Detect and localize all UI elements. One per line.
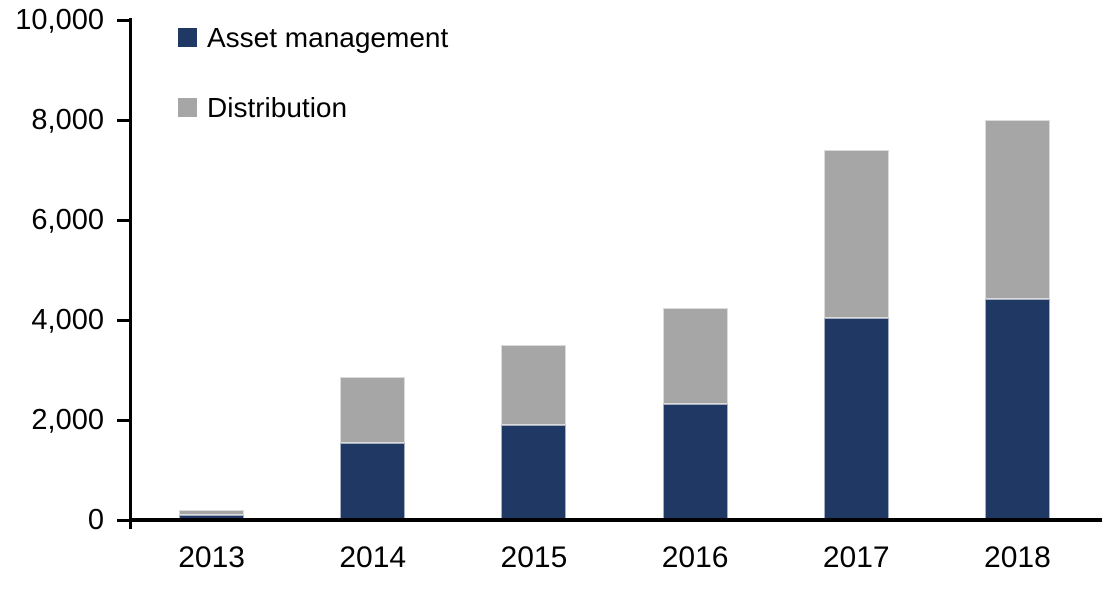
x-axis-label-2014: 2014 — [339, 541, 407, 574]
y-axis-label-0: 0 — [87, 504, 104, 536]
bar-segment-2015-distribution — [501, 345, 567, 425]
y-axis-line — [129, 18, 132, 529]
legend-label-asset-management: Asset management — [207, 21, 449, 53]
legend-item-distribution: Distribution — [178, 91, 448, 123]
bar-segment-2013-distribution — [179, 510, 245, 515]
legend-item-asset-management: Asset management — [178, 21, 449, 53]
bar-segment-2018-asset-management — [984, 298, 1050, 520]
x-axis-label-2015: 2015 — [500, 541, 568, 574]
x-axis-label-2017: 2017 — [822, 541, 890, 574]
y-axis-tick-0 — [117, 518, 130, 522]
plot-area — [131, 20, 1098, 520]
y-axis-tick-4000 — [117, 318, 130, 322]
x-axis-label-2018: 2018 — [984, 541, 1051, 574]
y-axis-label-6000: 6,000 — [31, 204, 104, 236]
bar-segment-2014-asset-management — [340, 442, 406, 520]
y-axis-tick-8000 — [117, 118, 130, 122]
legend: Asset management Distribution — [178, 21, 449, 164]
bar-segment-2017-asset-management — [823, 317, 889, 520]
x-axis-line — [129, 518, 1102, 522]
bar-segment-2017-distribution — [823, 150, 889, 318]
y-axis-label-2000: 2,000 — [31, 404, 104, 436]
legend-label-distribution: Distribution — [207, 91, 348, 123]
y-axis-label-8000: 8,000 — [31, 104, 104, 136]
y-axis-label-10000: 10,000 — [15, 4, 104, 36]
bar-segment-2016-distribution — [662, 307, 728, 404]
x-axis-label-2013: 2013 — [178, 541, 245, 574]
y-axis-tick-6000 — [117, 218, 130, 222]
y-axis-tick-2000 — [117, 418, 130, 422]
bar-segment-2018-distribution — [984, 120, 1050, 299]
y-axis-label-4000: 4,000 — [31, 304, 104, 336]
x-axis-label-2016: 2016 — [661, 541, 729, 574]
bar-segment-2015-asset-management — [501, 425, 567, 520]
bar-segment-2014-distribution — [340, 376, 406, 443]
y-axis-tick-10000 — [117, 18, 130, 22]
distribution-swatch-icon — [178, 98, 197, 117]
asset-management-swatch-icon — [178, 28, 197, 47]
bar-segment-2016-asset-management — [662, 404, 728, 520]
